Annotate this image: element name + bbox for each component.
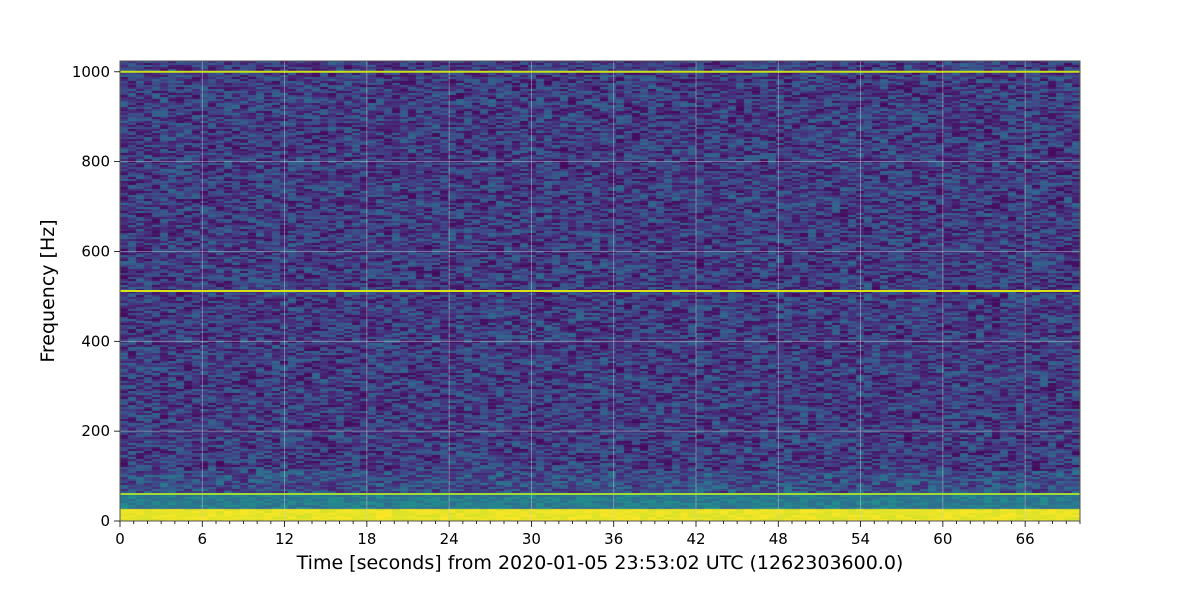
spectral-lines [120, 70, 1080, 496]
x-tick-label: 18 [357, 530, 376, 548]
x-tick-label: 48 [769, 530, 788, 548]
x-tick-label: 42 [686, 530, 705, 548]
y-tick-label: 800 [81, 153, 110, 171]
x-axis-label: Time [seconds] from 2020-01-05 23:53:02 … [296, 552, 904, 574]
x-tick-label: 6 [198, 530, 208, 548]
x-tick-label: 12 [275, 530, 294, 548]
y-tick-label: 400 [81, 332, 110, 350]
y-axis-ticks: 0 200 400 600 800 1000 [72, 63, 120, 530]
y-tick-label: 600 [81, 242, 110, 260]
x-tick-label: 36 [604, 530, 623, 548]
x-tick-label: 66 [1016, 530, 1035, 548]
x-tick-label: 24 [440, 530, 459, 548]
y-tick-label: 1000 [72, 63, 110, 81]
y-tick-label: 200 [81, 422, 110, 440]
y-tick-label: 0 [100, 512, 110, 530]
x-tick-label: 54 [851, 530, 870, 548]
x-tick-label: 30 [522, 530, 541, 548]
y-axis-label: Frequency [Hz] [37, 219, 59, 362]
x-tick-label: 0 [115, 530, 125, 548]
x-tick-label: 60 [933, 530, 952, 548]
x-axis-ticks: 0 6 12 18 24 30 36 42 48 54 60 66 [115, 521, 1081, 548]
